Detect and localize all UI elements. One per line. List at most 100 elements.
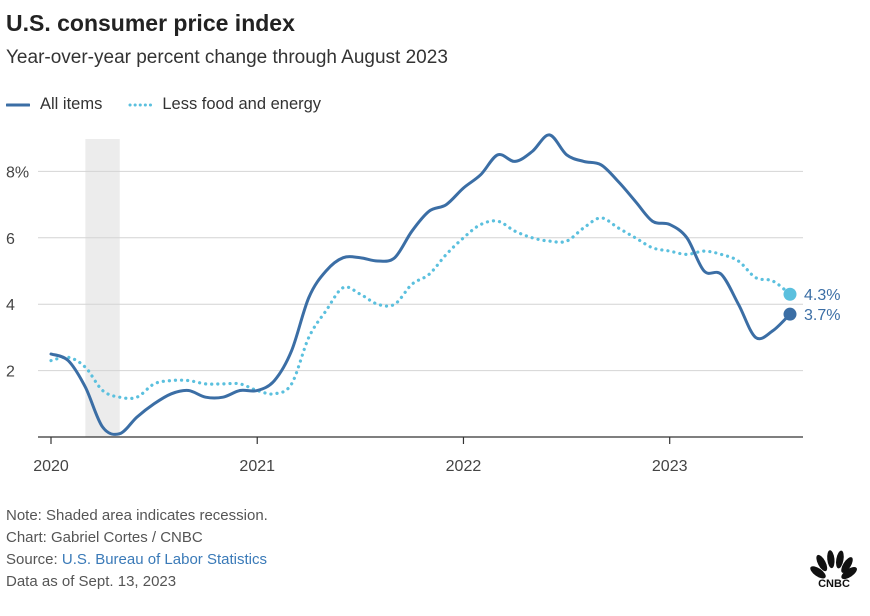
data-point-all-items — [770, 328, 775, 333]
recession-band — [85, 139, 120, 437]
footer-date: Data as of Sept. 13, 2023 — [6, 573, 177, 590]
data-point-core — [495, 219, 500, 224]
x-tick-label: 2020 — [33, 458, 69, 475]
footer-note: Note: Shaded area indicates recession. — [6, 507, 268, 524]
data-point-all-items — [186, 388, 191, 393]
x-tick-label: 2022 — [446, 458, 482, 475]
y-tick-label: 6 — [6, 231, 15, 248]
legend-item-core: Less food and energy — [128, 95, 321, 114]
data-point-core — [49, 358, 54, 363]
data-point-core — [409, 282, 414, 287]
data-point-core — [461, 235, 466, 240]
data-point-all-items — [272, 378, 277, 383]
data-point-all-items — [255, 388, 260, 393]
legend-swatch-all-items — [6, 103, 30, 106]
data-point-core — [323, 308, 328, 313]
data-point-core — [100, 388, 105, 393]
data-point-all-items — [358, 255, 363, 260]
data-point-all-items — [238, 388, 243, 393]
data-point-core — [392, 302, 397, 307]
y-tick-label: 4 — [6, 297, 15, 314]
data-point-all-items — [495, 152, 500, 157]
data-point-core — [375, 302, 380, 307]
data-point-core — [289, 381, 294, 386]
data-point-core — [598, 215, 603, 220]
cnbc-peacock-icon: CNBC — [810, 550, 857, 588]
data-point-core — [650, 245, 655, 250]
data-point-all-items — [650, 219, 655, 224]
data-point-all-items — [736, 302, 741, 307]
data-point-all-items — [392, 255, 397, 260]
data-point-core — [83, 365, 88, 370]
data-point-core — [272, 391, 277, 396]
data-point-core — [238, 381, 243, 386]
data-point-all-items — [444, 202, 449, 207]
data-point-core — [702, 249, 707, 254]
data-point-core — [203, 381, 208, 386]
end-label-core: 4.3% — [804, 287, 840, 304]
data-point-all-items — [83, 385, 88, 390]
data-point-all-items — [564, 152, 569, 157]
data-point-all-items — [633, 199, 638, 204]
data-point-all-items — [117, 431, 122, 436]
x-tick-label: 2021 — [239, 458, 275, 475]
data-point-core — [616, 225, 621, 230]
data-point-core — [358, 292, 363, 297]
data-point-all-items — [49, 352, 54, 357]
data-point-core — [66, 355, 71, 360]
data-point-core — [633, 235, 638, 240]
chart-footer: Note: Shaded area indicates recession. C… — [6, 505, 268, 593]
data-point-all-items — [100, 425, 105, 430]
legend: All items Less food and energy — [6, 95, 347, 114]
series-line-core — [49, 216, 792, 401]
data-point-all-items — [702, 269, 707, 274]
data-point-core — [152, 381, 157, 386]
legend-swatch-core — [128, 103, 153, 106]
data-point-all-items — [289, 348, 294, 353]
data-point-all-items — [753, 335, 758, 340]
data-point-core — [134, 395, 139, 400]
data-point-all-items — [341, 255, 346, 260]
chart-title: U.S. consumer price index — [6, 10, 295, 36]
data-point-all-items — [547, 132, 552, 137]
data-point-all-items — [220, 395, 225, 400]
data-point-core — [117, 395, 122, 400]
data-point-core — [753, 275, 758, 280]
data-point-all-items — [513, 159, 518, 164]
chart-subtitle: Year-over-year percent change through Au… — [6, 47, 448, 68]
data-point-core — [220, 381, 225, 386]
data-point-core — [341, 285, 346, 290]
data-point-all-items — [461, 186, 466, 191]
data-point-all-items — [581, 159, 586, 164]
data-point-all-items — [530, 149, 535, 154]
footer-source: Source: U.S. Bureau of Labor Statistics — [6, 549, 268, 571]
data-point-all-items — [409, 229, 414, 234]
data-point-all-items — [598, 162, 603, 167]
data-point-core — [736, 259, 741, 264]
data-point-core — [667, 249, 672, 254]
data-point-all-items — [616, 179, 621, 184]
data-point-core — [684, 252, 689, 257]
source-link[interactable]: U.S. Bureau of Labor Statistics — [61, 551, 267, 568]
data-point-all-items — [719, 272, 724, 277]
data-point-core — [788, 292, 793, 297]
legend-label-core: Less food and energy — [162, 95, 322, 113]
y-tick-label: 2 — [6, 364, 15, 381]
cnbc-logo-text: CNBC — [818, 578, 850, 588]
end-marker-all-items — [783, 307, 797, 321]
data-point-all-items — [203, 395, 208, 400]
data-point-all-items — [667, 222, 672, 227]
data-point-core — [513, 229, 518, 234]
data-point-core — [169, 378, 174, 383]
data-point-all-items — [134, 415, 139, 420]
data-point-all-items — [306, 295, 311, 300]
data-point-core — [770, 278, 775, 283]
data-point-all-items — [788, 312, 793, 317]
end-label-all-items: 3.7% — [804, 307, 840, 324]
data-point-all-items — [684, 235, 689, 240]
data-point-core — [547, 239, 552, 244]
data-point-core — [186, 378, 191, 383]
data-point-core — [530, 235, 535, 240]
data-point-core — [564, 239, 569, 244]
data-point-all-items — [478, 172, 483, 177]
